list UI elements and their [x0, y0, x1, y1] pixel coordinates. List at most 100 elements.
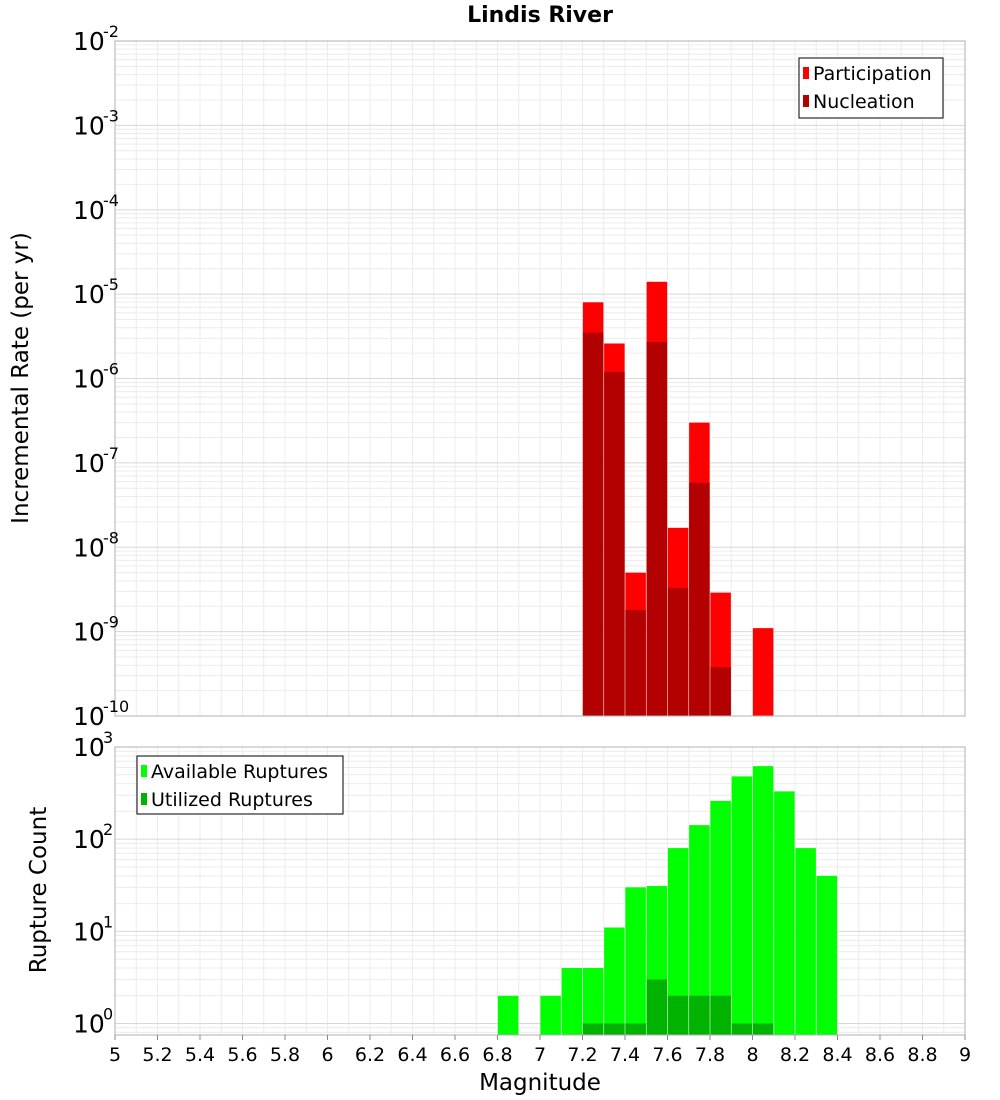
series-secondary-bars	[582, 979, 774, 1035]
y-tick-label: 10	[73, 27, 105, 56]
y-tick-exponent: -4	[103, 191, 119, 210]
y-tick-exponent: -9	[103, 613, 119, 632]
x-tick-label: 6.2	[355, 1044, 385, 1066]
bar	[731, 776, 753, 1035]
x-tick-label: 5	[109, 1044, 121, 1066]
series-secondary-bars	[582, 332, 731, 716]
bar	[710, 800, 731, 1035]
y-tick-label: 10	[73, 618, 105, 647]
bar	[752, 1023, 774, 1035]
legend-box	[798, 57, 944, 119]
y-tick-exponent: 0	[103, 1004, 113, 1023]
y-tick-label: 10	[73, 196, 105, 225]
y-tick-label: 10	[73, 825, 105, 854]
y-tick-label: 10	[73, 733, 105, 762]
x-tick-label: 8.6	[865, 1044, 895, 1066]
y-tick-label: 10	[73, 702, 105, 731]
legend: Participation Nucleation	[798, 57, 944, 119]
x-axis-label: Magnitude	[479, 1070, 601, 1096]
bar	[582, 332, 604, 716]
legend-swatch	[803, 67, 809, 79]
rate-plot-panel: 10-1010-910-810-710-610-510-410-310-2Par…	[73, 22, 966, 731]
grid-lines	[114, 40, 966, 717]
magnitude-axis: 5 5.2 5.4 5.6 5.8 6 6.2 6.4 6.6 6.8 7 7.2 7.4 7.6 7.8 8…	[109, 1035, 971, 1066]
y-tick-exponent: -8	[103, 528, 119, 547]
bar	[816, 875, 838, 1035]
y-tick-label: 10	[73, 533, 105, 562]
y-tick-label: 10	[73, 365, 105, 394]
legend-box	[136, 755, 344, 815]
y-tick-exponent: -6	[103, 360, 119, 379]
bar	[731, 1023, 753, 1035]
bar	[689, 482, 710, 716]
bar	[774, 791, 795, 1035]
bar	[625, 1023, 646, 1035]
legend-swatch	[141, 793, 147, 805]
bar	[604, 927, 625, 1035]
y-tick-label: 10	[73, 280, 105, 309]
bar	[540, 995, 561, 1035]
x-tick-label: 7.4	[610, 1044, 640, 1066]
y-tick-label: 10	[73, 917, 105, 946]
bar	[604, 371, 625, 716]
bar	[604, 1023, 625, 1035]
bar	[646, 979, 668, 1035]
bar	[582, 967, 604, 1035]
x-tick-label: 7.2	[567, 1044, 597, 1066]
y-tick-exponent: 1	[103, 912, 113, 931]
x-tick-label: 8	[746, 1044, 758, 1066]
x-tick-label: 6.4	[397, 1044, 427, 1066]
legend-label: Available Ruptures	[151, 761, 328, 783]
y-tick-exponent: -3	[103, 106, 119, 125]
y-tick-exponent: -7	[103, 444, 119, 463]
y-tick-label: 10	[73, 449, 105, 478]
x-tick-label: 8.8	[907, 1044, 937, 1066]
legend-label: Utilized Ruptures	[151, 789, 313, 811]
bar	[646, 342, 668, 716]
series-primary-bars	[497, 766, 838, 1035]
x-tick-label: 6.8	[482, 1044, 512, 1066]
bar	[710, 667, 731, 716]
y-tick-exponent: -2	[103, 22, 119, 41]
y-axis-label-count: Rupture Count	[26, 807, 52, 973]
bar	[752, 628, 774, 716]
bar	[561, 967, 583, 1035]
legend-label: Nucleation	[813, 91, 915, 113]
x-tick-label: 8.4	[822, 1044, 852, 1066]
bar	[689, 825, 710, 1035]
x-tick-label: 5.4	[185, 1044, 215, 1066]
x-tick-label: 5.8	[270, 1044, 300, 1066]
y-tick-label: 10	[73, 1009, 105, 1038]
x-tick-label: 7	[534, 1044, 546, 1066]
legend-swatch	[803, 95, 809, 107]
bar	[667, 995, 689, 1035]
plot-frame	[114, 40, 966, 717]
y-tick-exponent: 3	[103, 728, 113, 747]
bar	[710, 995, 731, 1035]
bar	[625, 610, 646, 716]
y-axis-label-rate: Incremental Rate (per yr)	[8, 232, 34, 524]
bar	[497, 995, 519, 1035]
y-tick-exponent: -5	[103, 275, 119, 294]
bar	[689, 995, 710, 1035]
legend-swatch	[141, 765, 147, 777]
bar	[625, 887, 646, 1035]
x-tick-label: 6.6	[440, 1044, 470, 1066]
y-tick-label: 10	[73, 111, 105, 140]
x-tick-label: 7.6	[652, 1044, 682, 1066]
legend: Available Ruptures Utilized Ruptures	[136, 755, 344, 815]
chart-title: Lindis River	[467, 3, 613, 28]
bar	[752, 766, 774, 1035]
x-tick-label: 6	[321, 1044, 333, 1066]
bar	[667, 587, 689, 716]
bar	[795, 848, 816, 1035]
x-tick-label: 8.2	[780, 1044, 810, 1066]
x-tick-label: 5.2	[142, 1044, 172, 1066]
x-tick-label: 9	[959, 1044, 971, 1066]
y-tick-exponent: -10	[103, 697, 129, 716]
bar	[667, 848, 689, 1035]
y-tick-exponent: 2	[103, 820, 113, 839]
bar	[582, 1023, 604, 1035]
